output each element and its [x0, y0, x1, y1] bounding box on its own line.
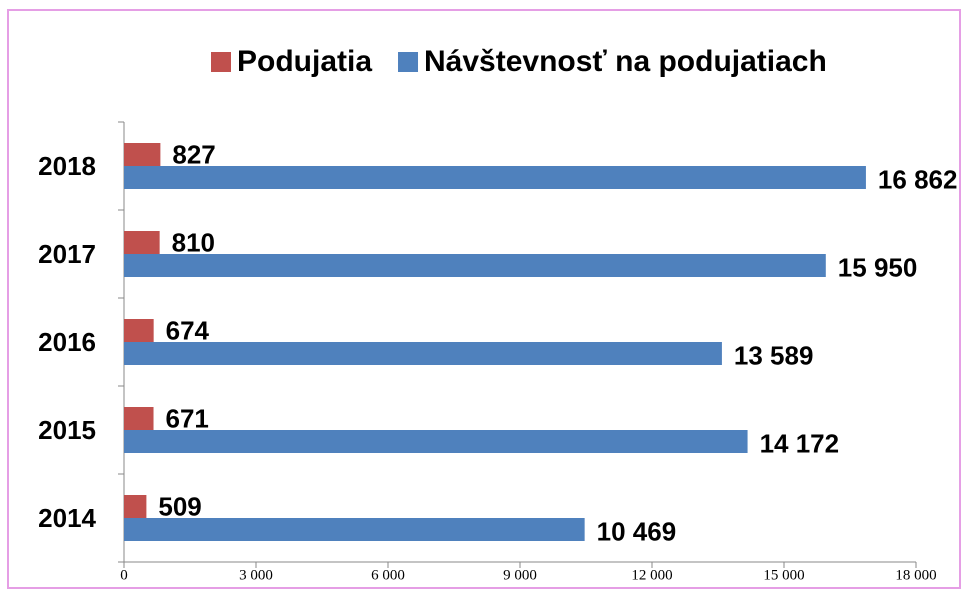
bar — [124, 407, 154, 430]
data-label: 15 950 — [838, 252, 918, 282]
y-tick-label: 2018 — [38, 151, 96, 181]
legend-label: Podujatia — [237, 45, 372, 78]
bar — [124, 495, 147, 518]
data-label: 509 — [158, 491, 201, 521]
bar — [124, 143, 161, 166]
data-label: 10 469 — [597, 516, 677, 546]
data-label: 13 589 — [734, 340, 814, 370]
x-tick-label: 0 — [120, 567, 128, 583]
x-tick-label: 6 000 — [371, 567, 405, 583]
legend-label: Návštevnosť na podujatiach — [424, 45, 827, 78]
bar — [124, 342, 722, 365]
y-tick-label: 2016 — [38, 327, 96, 357]
bar — [124, 319, 154, 342]
frame — [7, 9, 961, 589]
y-tick-label: 2014 — [38, 503, 96, 533]
data-label: 16 862 — [878, 164, 958, 194]
data-label: 674 — [166, 315, 210, 345]
x-tick-label: 3 000 — [239, 567, 273, 583]
bar — [124, 518, 585, 541]
data-label: 827 — [172, 139, 215, 169]
data-label: 14 172 — [760, 428, 840, 458]
legend-swatch — [211, 52, 231, 72]
x-tick-label: 12 000 — [631, 567, 672, 583]
y-tick-label: 2017 — [38, 239, 96, 269]
bar — [124, 254, 826, 277]
bar — [124, 166, 866, 189]
bar — [124, 430, 748, 453]
data-label: 810 — [172, 227, 215, 257]
x-tick-label: 15 000 — [763, 567, 804, 583]
bar — [124, 231, 160, 254]
legend-swatch — [398, 52, 419, 72]
y-tick-label: 2015 — [38, 415, 96, 445]
x-tick-label: 9 000 — [503, 567, 537, 583]
data-label: 671 — [166, 403, 209, 433]
x-tick-label: 18 000 — [895, 567, 936, 583]
